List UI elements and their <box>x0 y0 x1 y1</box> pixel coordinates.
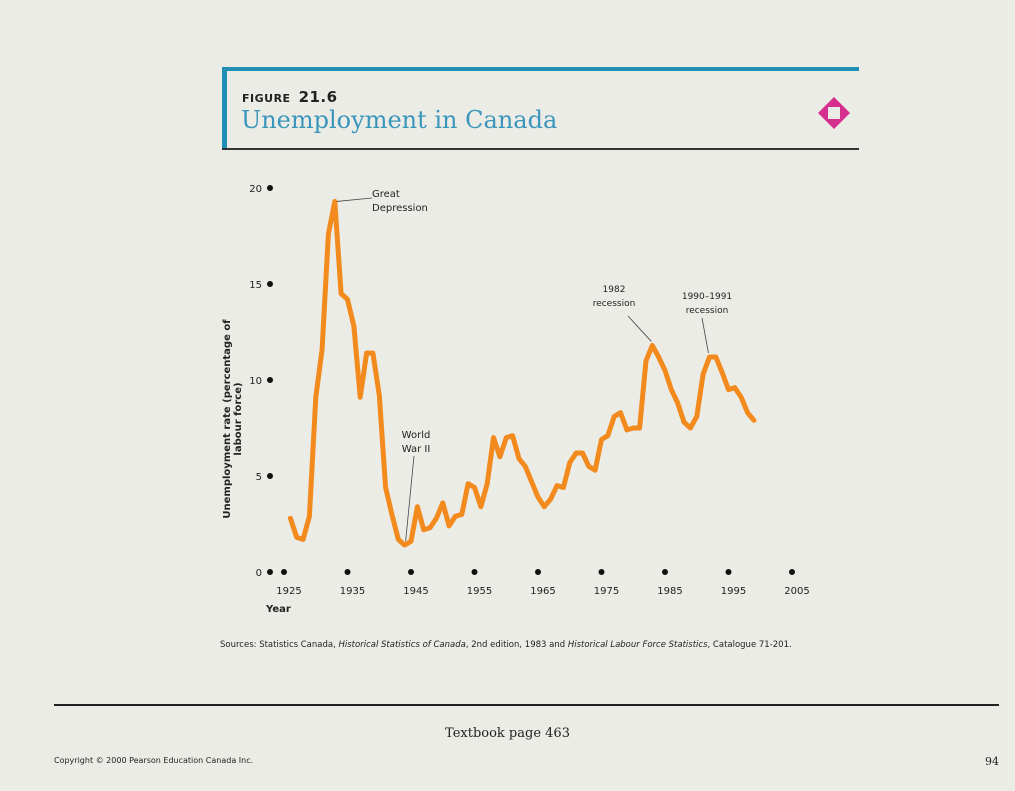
y-tick-dot <box>267 569 273 575</box>
line-chart: 0 5 10 15 20 1925 1935 1945 1955 1965 1975 1985 1995… <box>249 184 809 615</box>
diamond-square-icon <box>818 97 850 129</box>
y-tick-label: 10 <box>249 376 262 387</box>
sources-title-2: Historical Labour Force Statistics <box>567 640 708 650</box>
x-tick-dot <box>789 569 795 575</box>
sources-note: Sources: Statistics Canada, Historical S… <box>220 640 792 650</box>
x-axis-label: Year <box>265 604 291 615</box>
figure-number: 21.6 <box>298 88 338 106</box>
x-tick-label: 1935 <box>340 586 365 597</box>
annotation-leader <box>627 315 652 342</box>
x-tick-label: 1975 <box>594 586 619 597</box>
figure-header-bottom-rule <box>222 148 859 150</box>
x-tick-label: 1945 <box>403 586 428 597</box>
annotation-label: Depression <box>372 203 428 214</box>
figure-label: FIGURE 21.6 <box>242 88 338 106</box>
annotation-label: 1982 <box>603 285 626 295</box>
annotation-label: Great <box>372 189 400 200</box>
figure-header-left-rule <box>222 67 227 150</box>
annotation-label: World <box>402 430 431 441</box>
x-tick-dot <box>281 569 287 575</box>
sources-middle: , 2nd edition, 1983 and <box>465 640 568 650</box>
annotation-leader <box>701 317 709 354</box>
x-tick-label: 2005 <box>784 586 809 597</box>
annotation-label: War II <box>402 444 431 455</box>
y-axis-label: Unemployment rate (percentage of labour … <box>222 319 244 519</box>
x-tick-label: 1985 <box>657 586 682 597</box>
copyright: Copyright © 2000 Pearson Education Canad… <box>54 756 254 765</box>
annotation-label: recession <box>686 306 729 316</box>
x-tick-dot <box>535 569 541 575</box>
figure-label-text: FIGURE <box>242 92 291 105</box>
y-tick-dot <box>267 185 273 191</box>
x-tick-dot <box>344 569 351 575</box>
y-tick-label: 0 <box>256 568 262 579</box>
sources-prefix: Sources: Statistics Canada, <box>220 640 339 650</box>
annotation-leader <box>405 455 415 542</box>
x-tick-dot <box>598 569 605 575</box>
x-tick-label: 1995 <box>721 586 746 597</box>
x-tick-label: 1955 <box>467 586 492 597</box>
x-tick-dot <box>662 569 668 575</box>
y-tick-dot <box>267 281 273 287</box>
x-tick-dot <box>725 569 732 575</box>
x-tick-label: 1965 <box>530 586 555 597</box>
annotation-leader <box>336 197 373 202</box>
y-tick-dot <box>267 473 273 479</box>
footer-rule <box>54 704 999 706</box>
figure-header-top-rule <box>222 67 859 71</box>
unemployment-line <box>287 198 757 548</box>
x-tick-dot <box>408 569 414 575</box>
textbook-page: Textbook page 463 <box>445 726 570 741</box>
y-tick-label: 15 <box>249 280 262 291</box>
y-tick-label: 5 <box>256 472 262 483</box>
y-tick-label: 20 <box>249 184 262 195</box>
x-tick-dot <box>471 569 478 575</box>
figure-title: Unemployment in Canada <box>241 106 558 134</box>
sources-title-1: Historical Statistics of Canada <box>338 640 466 650</box>
sources-suffix: , Catalogue 71-201. <box>707 640 792 650</box>
x-tick-label: 1925 <box>276 586 301 597</box>
annotation-label: recession <box>593 299 636 309</box>
page-number: 94 <box>985 755 999 768</box>
y-tick-dot <box>267 377 273 383</box>
annotation-label: 1990–1991 <box>682 292 732 302</box>
